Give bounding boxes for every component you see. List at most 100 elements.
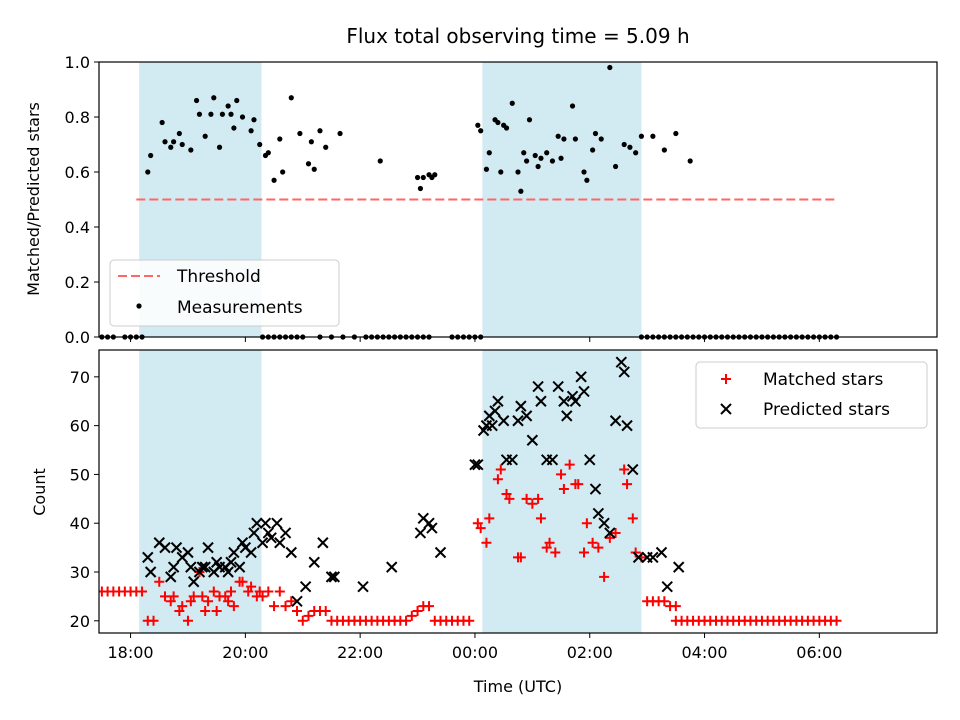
predicted-star-marker (279, 527, 292, 539)
matched-star-marker (619, 464, 630, 475)
measurement-point (555, 133, 561, 139)
measurement-point (219, 111, 226, 117)
predicted-star-marker (615, 356, 628, 368)
shaded-span-1 (482, 350, 642, 633)
measurement-point (159, 119, 165, 126)
predicted-star-marker (526, 434, 539, 446)
bottom-legend: Matched stars Predicted stars (695, 361, 928, 429)
measurement-point (544, 150, 550, 156)
predicted-star-marker (325, 571, 338, 583)
bottom-panel: 20 30 40 50 60 70 18:00 20:00 22:00 00:00 02:00 04:… (70, 349, 938, 662)
measurement-point (228, 111, 234, 117)
measurement-point (311, 166, 317, 172)
predicted-star-marker (655, 546, 668, 559)
predicted-star-marker (259, 517, 272, 529)
matched-star-marker (211, 606, 222, 617)
measurement-point (475, 122, 481, 128)
measurement-point (297, 130, 303, 137)
matched-star-marker (137, 586, 148, 597)
shaded-span-0 (139, 350, 262, 633)
predicted-star-marker (291, 595, 303, 607)
matched-star-marker (182, 615, 193, 626)
measurement-point (196, 111, 203, 117)
predicted-star-marker (299, 580, 312, 593)
matched-star-marker (558, 484, 569, 495)
matched-star-marker (406, 610, 417, 621)
matched-star-marker (484, 513, 495, 524)
top-legend: Threshold Measurements (109, 259, 340, 327)
measurement-point (305, 161, 312, 167)
measurement-point (176, 130, 182, 137)
top-panel-frame (98, 61, 938, 338)
predicted-star-marker (512, 415, 524, 427)
top-panel: 0.0 0.2 0.4 0.6 0.8 1.0 Threshold Measurements (65, 53, 938, 347)
matched-star-marker (464, 615, 475, 626)
predicted-star-marker (202, 541, 214, 554)
matched-star-marker (533, 493, 544, 504)
legend-measurements-swatch (136, 303, 142, 309)
predicted-star-marker (535, 395, 547, 407)
x-tick-label: 00:00 (452, 643, 498, 662)
measurement-point (231, 125, 237, 131)
measurement-point (549, 158, 556, 164)
measurement-point (673, 130, 679, 137)
predicted-star-marker (647, 551, 659, 564)
legend-box (695, 361, 928, 429)
matched-star-marker (556, 469, 567, 480)
matched-star-marker (246, 581, 257, 592)
y-tick-label: 0.0 (65, 328, 90, 347)
predicted-star-marker (434, 546, 447, 559)
matched-star-marker (831, 615, 842, 626)
measurement-point (590, 147, 596, 153)
predicted-star-marker (285, 546, 297, 559)
measurement-point (478, 128, 484, 134)
matched-star-marker (521, 493, 532, 504)
bottom-panel-frame (98, 349, 938, 634)
measurement-point (414, 174, 421, 181)
predicted-star-marker (618, 366, 630, 378)
matched-star-marker (168, 591, 179, 602)
matched-star-marker (610, 527, 621, 538)
measurement-point (171, 139, 177, 145)
measurement-point (498, 169, 504, 175)
measurement-point (234, 97, 240, 104)
y-tick-label: 0.2 (65, 273, 90, 292)
predicted-star-marker (142, 551, 154, 564)
predicted-star-marker (592, 507, 605, 520)
matched-star-marker (223, 596, 234, 607)
y-axis-label-top: Matched/Predicted stars (24, 102, 43, 296)
y-tick-label: 70 (70, 368, 90, 387)
predicted-star-marker (187, 576, 200, 588)
matched-star-marker (269, 601, 280, 612)
predicted-star-marker (182, 546, 194, 559)
predicted-star-marker (546, 454, 559, 466)
matched-star-marker (481, 537, 492, 548)
matched-star-marker (303, 610, 314, 621)
matched-star-marker (599, 571, 610, 582)
measurement-point (518, 188, 524, 194)
matched-star-marker (160, 591, 171, 602)
matched-star-marker (544, 537, 555, 548)
measurement-point (538, 155, 544, 161)
measurement-point (607, 64, 613, 71)
predicted-star-marker (165, 571, 177, 583)
measurement-point (532, 152, 538, 159)
measurement-point (561, 136, 567, 142)
matched-star-marker (527, 498, 538, 509)
measurement-point (521, 150, 527, 156)
matched-star-marker (197, 591, 208, 602)
matched-star-marker (495, 464, 506, 475)
predicted-star-marker (159, 541, 171, 554)
matched-star-marker (627, 513, 638, 524)
predicted-star-marker (472, 458, 484, 471)
predicted-star-marker (661, 580, 673, 593)
predicted-star-marker (228, 546, 240, 559)
matched-star-marker (412, 606, 423, 617)
measurement-point (569, 103, 576, 109)
measurement-point (225, 103, 231, 109)
predicted-star-marker (386, 561, 398, 573)
matched-star-marker (475, 523, 486, 534)
predicted-star-marker (720, 403, 732, 415)
predicted-star-marker (584, 454, 596, 466)
